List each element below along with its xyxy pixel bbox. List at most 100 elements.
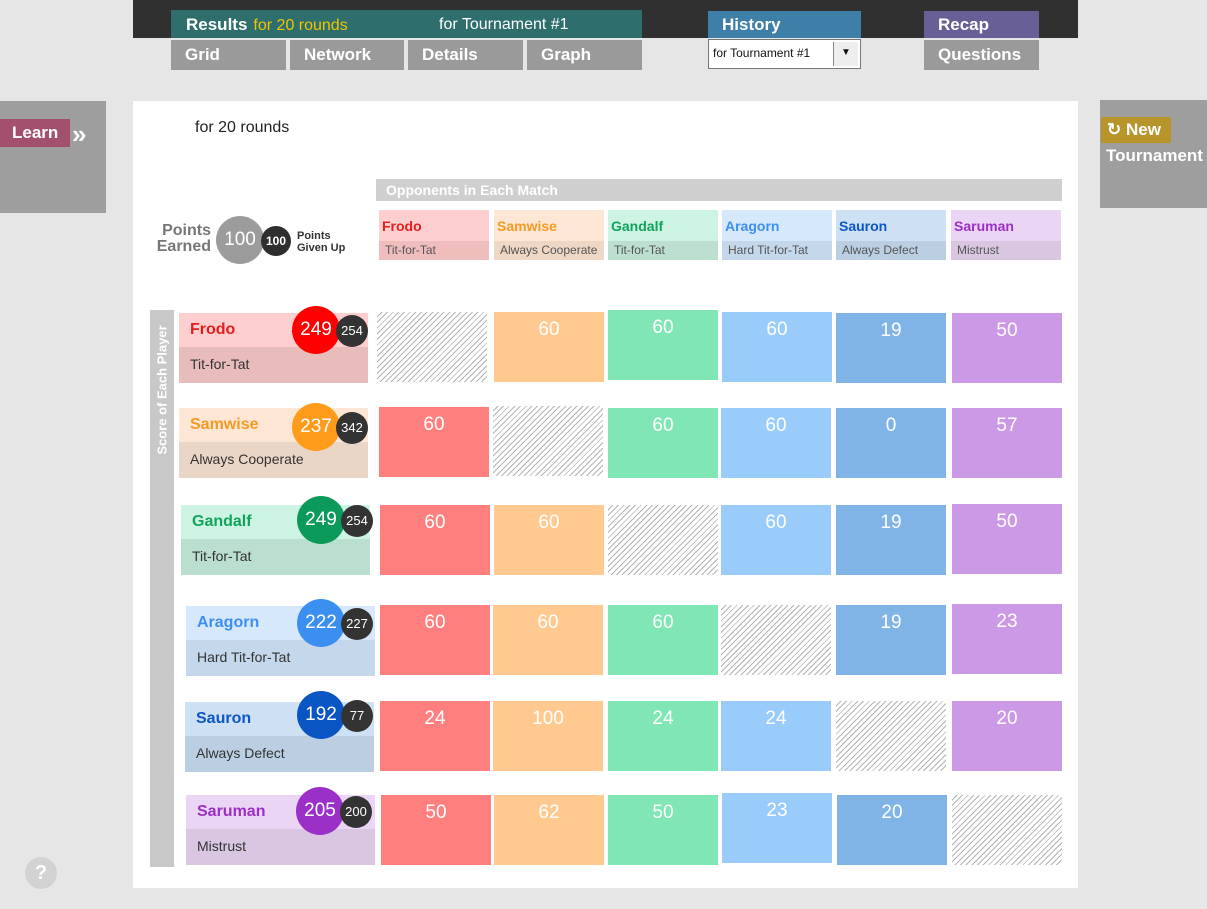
new-label: New bbox=[1125, 120, 1161, 139]
match-cell-self bbox=[377, 312, 487, 382]
match-cell[interactable]: 23 bbox=[952, 604, 1062, 674]
chevron-down-icon[interactable]: ▼ bbox=[833, 42, 858, 66]
legend-earned-line2: Earned bbox=[156, 238, 211, 255]
match-cell[interactable]: 24 bbox=[608, 701, 718, 771]
tab-results-rounds: for 20 rounds bbox=[253, 17, 348, 34]
match-cell[interactable]: 60 bbox=[721, 408, 831, 478]
points-given-badge: 342 bbox=[336, 412, 368, 444]
player-strategy: Tit-for-Tat bbox=[181, 539, 370, 575]
tab-questions[interactable]: Questions bbox=[924, 40, 1039, 70]
opponent-name: Aragorn bbox=[722, 210, 832, 241]
tab-details[interactable]: Details bbox=[408, 40, 523, 70]
player-sauron[interactable]: Sauron Always Defect bbox=[185, 702, 374, 772]
match-cell[interactable]: 100 bbox=[493, 701, 603, 771]
player-strategy: Hard Tit-for-Tat bbox=[186, 640, 375, 676]
tab-history[interactable]: History bbox=[708, 11, 861, 38]
match-cell[interactable]: 19 bbox=[836, 313, 946, 383]
double-chevron-right-icon[interactable]: » bbox=[72, 119, 87, 149]
match-cell[interactable]: 50 bbox=[608, 795, 718, 865]
opponent-header-frodo: Frodo Tit-for-Tat bbox=[379, 210, 489, 260]
match-cell[interactable]: 20 bbox=[952, 701, 1062, 771]
legend-given-circle: 100 bbox=[261, 226, 291, 256]
match-cell-self bbox=[608, 505, 718, 575]
history-select[interactable]: for Tournament #1 ▼ bbox=[708, 39, 861, 69]
match-cell-self bbox=[836, 701, 946, 771]
page-subtitle: for 20 rounds bbox=[195, 119, 290, 136]
legend-earned-label: Points Earned bbox=[150, 223, 211, 255]
match-cell[interactable]: 24 bbox=[380, 701, 490, 771]
opponent-strategy: Tit-for-Tat bbox=[379, 241, 489, 260]
learn-panel bbox=[0, 101, 106, 213]
opponent-header-aragorn: Aragorn Hard Tit-for-Tat bbox=[722, 210, 832, 260]
tab-results[interactable]: Results for 20 rounds for Tournament #1 bbox=[171, 10, 642, 38]
opponent-header-gandalf: Gandalf Tit-for-Tat bbox=[608, 210, 718, 260]
player-name: Aragorn bbox=[186, 606, 375, 640]
points-given-badge: 200 bbox=[340, 796, 372, 828]
opponent-name: Samwise bbox=[494, 210, 604, 241]
tab-results-tournament: for Tournament #1 bbox=[439, 16, 569, 33]
tab-grid[interactable]: Grid bbox=[171, 40, 286, 70]
match-cell[interactable]: 60 bbox=[494, 312, 604, 382]
match-cell[interactable]: 57 bbox=[952, 408, 1062, 478]
match-cell[interactable]: 60 bbox=[608, 310, 718, 380]
tab-results-label: Results bbox=[186, 15, 248, 34]
match-cell[interactable]: 24 bbox=[721, 701, 831, 771]
opponent-header-saruman: Saruman Mistrust bbox=[951, 210, 1061, 260]
points-given-badge: 227 bbox=[341, 608, 373, 640]
player-strategy: Tit-for-Tat bbox=[179, 347, 368, 383]
opponent-strategy: Hard Tit-for-Tat bbox=[722, 241, 832, 260]
score-label: Score of Each Player bbox=[150, 310, 174, 470]
help-icon[interactable]: ? bbox=[25, 857, 57, 889]
match-cell[interactable]: 23 bbox=[722, 793, 832, 863]
player-strategy: Always Cooperate bbox=[179, 442, 368, 478]
match-cell[interactable]: 60 bbox=[608, 605, 718, 675]
match-cell[interactable]: 60 bbox=[721, 505, 831, 575]
match-cell[interactable]: 50 bbox=[952, 504, 1062, 574]
match-cell-self bbox=[721, 605, 831, 675]
points-given-badge: 254 bbox=[341, 505, 373, 537]
opponent-name: Gandalf bbox=[608, 210, 718, 241]
score-label-text: Score of Each Player bbox=[154, 325, 170, 455]
learn-button[interactable]: Learn bbox=[0, 119, 70, 147]
tab-recap[interactable]: Recap bbox=[924, 11, 1039, 38]
match-cell[interactable]: 50 bbox=[381, 795, 491, 865]
match-cell[interactable]: 19 bbox=[836, 605, 946, 675]
history-select-value: for Tournament #1 bbox=[713, 46, 811, 60]
match-cell[interactable]: 60 bbox=[380, 505, 490, 575]
player-strategy: Always Defect bbox=[185, 736, 374, 772]
points-given-badge: 254 bbox=[336, 315, 368, 347]
new-tournament-button[interactable]: ↻ New bbox=[1101, 117, 1171, 143]
new-tournament-label[interactable]: Tournament bbox=[1106, 146, 1203, 165]
match-cell[interactable]: 60 bbox=[380, 605, 490, 675]
match-cell[interactable]: 60 bbox=[493, 605, 603, 675]
tab-network[interactable]: Network bbox=[290, 40, 404, 70]
points-earned-badge: 205 bbox=[296, 787, 344, 835]
player-strategy: Mistrust bbox=[186, 829, 375, 865]
opponent-name: Sauron bbox=[836, 210, 946, 241]
match-cell[interactable]: 60 bbox=[722, 312, 832, 382]
match-cell[interactable]: 50 bbox=[952, 313, 1062, 383]
match-cell[interactable]: 62 bbox=[494, 795, 604, 865]
opponent-strategy: Mistrust bbox=[951, 241, 1061, 260]
legend-given-line1: Points bbox=[297, 230, 331, 242]
opponent-header-samwise: Samwise Always Cooperate bbox=[494, 210, 604, 260]
match-cell-self bbox=[493, 406, 603, 476]
player-aragorn[interactable]: Aragorn Hard Tit-for-Tat bbox=[186, 606, 375, 676]
match-cell[interactable]: 60 bbox=[608, 408, 718, 478]
match-cell[interactable]: 0 bbox=[836, 408, 946, 478]
legend-earned-circle: 100 bbox=[216, 216, 264, 264]
points-earned-badge: 249 bbox=[292, 306, 340, 354]
refresh-icon: ↻ bbox=[1107, 120, 1122, 139]
match-cell[interactable]: 60 bbox=[379, 407, 489, 477]
match-cell[interactable]: 60 bbox=[494, 505, 604, 575]
player-samwise[interactable]: Samwise Always Cooperate bbox=[179, 408, 368, 478]
legend-earned-line1: Points bbox=[162, 222, 211, 239]
match-cell[interactable]: 20 bbox=[837, 795, 947, 865]
points-earned-badge: 222 bbox=[297, 599, 345, 647]
match-cell[interactable]: 19 bbox=[836, 505, 946, 575]
legend-given-line2: Given Up bbox=[297, 242, 346, 254]
opponents-header: Opponents in Each Match bbox=[376, 179, 1062, 201]
tab-graph[interactable]: Graph bbox=[527, 40, 642, 70]
match-cell-self bbox=[952, 795, 1062, 865]
points-earned-badge: 249 bbox=[297, 496, 345, 544]
